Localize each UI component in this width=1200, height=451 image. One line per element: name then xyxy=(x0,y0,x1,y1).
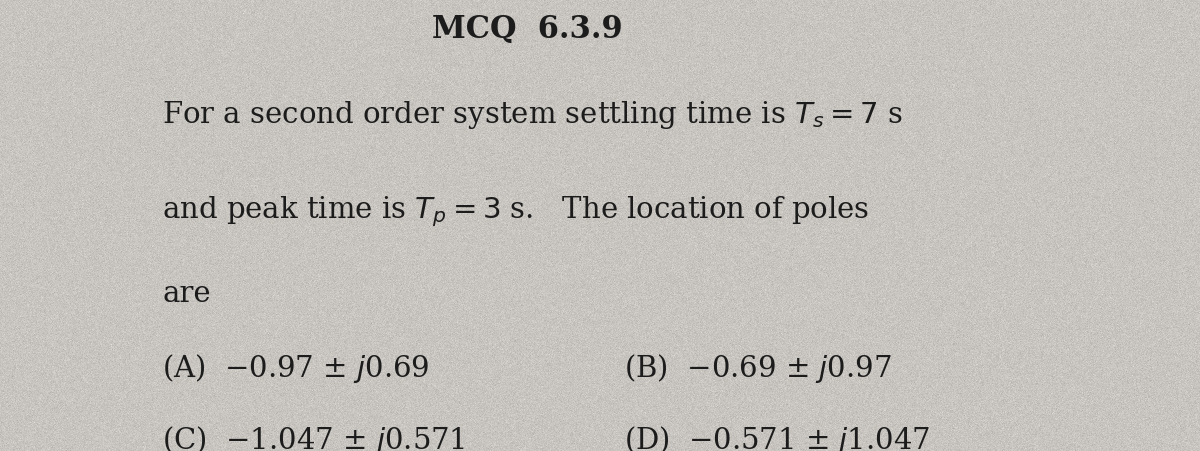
Text: (A)  −0.97 ± $j$0.69: (A) −0.97 ± $j$0.69 xyxy=(162,352,430,385)
Text: (C)  −1.047 ± $j$0.571: (C) −1.047 ± $j$0.571 xyxy=(162,424,466,451)
Text: (D)  −0.571 ± $j$1.047: (D) −0.571 ± $j$1.047 xyxy=(624,424,930,451)
Text: and peak time is $T_p = 3$ s.   The location of poles: and peak time is $T_p = 3$ s. The locati… xyxy=(162,194,869,229)
Text: For a second order system settling time is $T_s = 7$ s: For a second order system settling time … xyxy=(162,99,902,131)
Text: are: are xyxy=(162,280,211,308)
Text: (B)  −0.69 ± $j$0.97: (B) −0.69 ± $j$0.97 xyxy=(624,352,892,385)
Text: MCQ  6.3.9: MCQ 6.3.9 xyxy=(432,14,623,45)
